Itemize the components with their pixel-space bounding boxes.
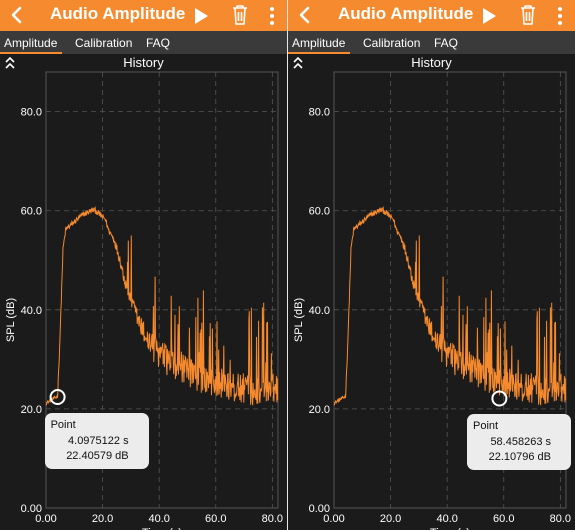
y-axis-label: SPL (dB)	[293, 298, 305, 342]
x-axis-label: Time (s)	[430, 527, 470, 530]
tab-calibration[interactable]: Calibration	[363, 36, 421, 50]
y-tick-label: 80.0	[21, 107, 42, 119]
history-title: History	[411, 55, 452, 70]
tooltip-time: 58.458263 s	[490, 436, 551, 449]
app-bar: Audio Amplitude	[0, 0, 287, 31]
tab-amplitude[interactable]: Amplitude	[4, 36, 58, 50]
x-tick-label: 20.0	[380, 513, 401, 525]
x-tick-label: 60.0	[493, 513, 514, 525]
tooltip-level: 22.40579 dB	[66, 449, 129, 462]
tooltip-time: 4.0975122 s	[68, 434, 129, 447]
y-tick-label: 40.0	[21, 305, 42, 317]
x-tick-label: 0.00	[323, 513, 344, 525]
screen-left: Audio Amplitude Amplitude Calibration FA…	[0, 0, 287, 530]
y-tick-label: 20.0	[309, 404, 330, 416]
y-tick-label: 60.0	[309, 206, 330, 218]
trash-icon[interactable]	[518, 3, 538, 27]
trash-icon[interactable]	[230, 3, 250, 27]
tab-indicator	[288, 52, 350, 54]
chevron-left-icon[interactable]	[8, 4, 26, 26]
tab-bar: Amplitude Calibration FAQ	[0, 31, 287, 54]
app-title: Audio Amplitude	[50, 4, 186, 23]
tooltip-title: Point	[473, 420, 499, 433]
tab-faq[interactable]: FAQ	[434, 36, 459, 50]
x-tick-label: 40.0	[436, 513, 457, 525]
series-line	[45, 205, 279, 406]
x-axis-label: Time (s)	[142, 527, 182, 530]
tab-amplitude[interactable]: Amplitude	[292, 36, 346, 50]
x-tick-label: 80.0	[262, 513, 283, 525]
y-axis-label: SPL (dB)	[5, 298, 17, 342]
series-line	[333, 205, 567, 406]
more-vertical-icon[interactable]	[554, 5, 566, 27]
point-tooltip: Point 58.458263 s 22.10796 dB	[467, 414, 571, 471]
amplitude-chart[interactable]: 0.00 20.0 40.0 60.0 80.0 0.00 20.0 40.0 60.0 80.0…	[0, 70, 287, 530]
x-tick-label: 80.0	[550, 513, 571, 525]
tooltip-level: 22.10796 dB	[488, 451, 551, 464]
double-chevron-up-icon[interactable]	[292, 56, 304, 70]
play-icon[interactable]	[192, 6, 210, 26]
selected-point-marker	[49, 388, 66, 405]
x-tick-label: 20.0	[92, 513, 113, 525]
y-tick-label: 40.0	[309, 305, 330, 317]
tab-bar: Amplitude Calibration FAQ	[288, 31, 575, 54]
app-bar: Audio Amplitude	[288, 0, 575, 31]
x-tick-label: 60.0	[205, 513, 226, 525]
tab-indicator	[0, 52, 62, 54]
tab-faq[interactable]: FAQ	[146, 36, 171, 50]
y-tick-label: 0.00	[21, 503, 42, 515]
history-title: History	[123, 55, 164, 70]
plot-frame	[45, 71, 279, 509]
plot-frame	[333, 71, 567, 509]
x-tick-label: 0.00	[35, 513, 56, 525]
y-tick-label: 20.0	[21, 404, 42, 416]
y-tick-label: 80.0	[309, 107, 330, 119]
y-tick-label: 60.0	[21, 206, 42, 218]
y-tick-label: 0.00	[309, 503, 330, 515]
tooltip-title: Point	[50, 418, 76, 431]
selected-point-marker	[491, 390, 508, 407]
double-chevron-up-icon[interactable]	[4, 56, 16, 70]
chevron-left-icon[interactable]	[296, 4, 314, 26]
more-vertical-icon[interactable]	[266, 5, 278, 27]
point-tooltip: Point 4.0975122 s 22.40579 dB	[44, 412, 149, 469]
x-tick-label: 40.0	[148, 513, 169, 525]
app-title: Audio Amplitude	[338, 4, 474, 23]
screen-right: Audio Amplitude Amplitude Calibration FA…	[288, 0, 575, 530]
tab-calibration[interactable]: Calibration	[75, 36, 133, 50]
play-icon[interactable]	[480, 6, 498, 26]
